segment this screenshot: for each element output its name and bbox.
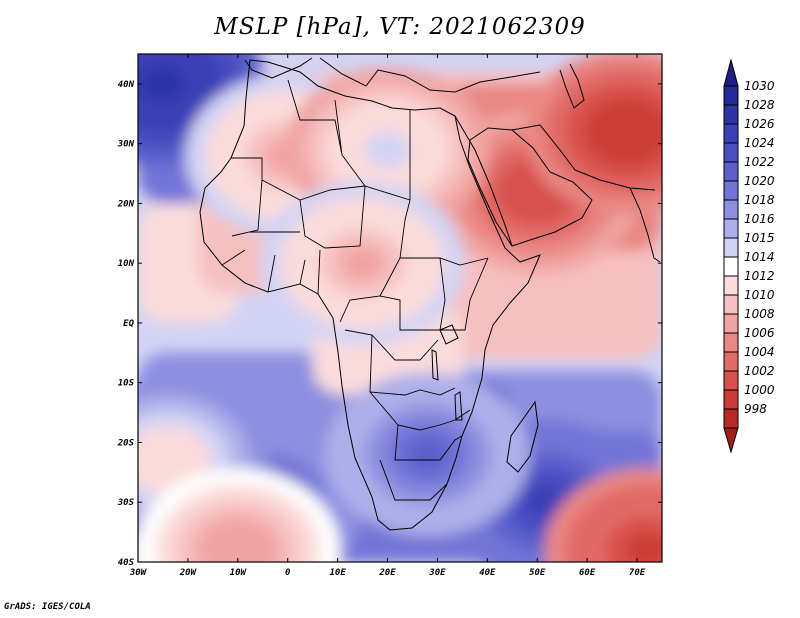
- lake-tanganyika: [431, 349, 439, 381]
- colorbar-label: 998: [744, 402, 767, 416]
- pressure-ring: [340, 245, 386, 282]
- colorbar-swatch: [723, 123, 739, 144]
- arabia-coastline: [467, 127, 593, 247]
- india-coastline: [629, 187, 661, 263]
- colorbar-swatch: [723, 332, 739, 353]
- colorbar-swatch: [723, 389, 739, 410]
- lon-tick-label: 20E: [378, 568, 396, 578]
- colorbar-label: 1018: [744, 193, 775, 207]
- colorbar-label: 1016: [744, 212, 775, 226]
- colorbar-swatch: [723, 256, 739, 277]
- pressure-ring: [365, 131, 411, 168]
- grads-credit: GrADS: IGES/COLA: [4, 602, 91, 612]
- pressure-field: [138, 54, 662, 562]
- lon-tick-label: 30W: [129, 568, 148, 578]
- map-title: MSLP [hPa], VT: 2021062309: [214, 14, 586, 40]
- colorbar-swatch: [723, 218, 739, 239]
- colorbar-swatch: [723, 199, 739, 220]
- lat-tick-label: 10S: [118, 379, 135, 389]
- lon-tick-label: 70E: [629, 568, 646, 578]
- pressure-ring: [624, 532, 662, 562]
- country-borders: [221, 79, 489, 501]
- colorbar-swatch: [723, 104, 739, 125]
- colorbar-swatch: [723, 85, 739, 106]
- lon-tick-label: 0: [285, 568, 291, 578]
- lat-tick-label: EQ: [123, 319, 134, 329]
- colorbar-swatch: [723, 275, 739, 296]
- lon-tick-label: 10W: [230, 568, 248, 578]
- colorbar-label: 1026: [744, 117, 775, 131]
- colorbar-label: 1020: [744, 174, 775, 188]
- lon-tick-label: 50E: [529, 568, 546, 578]
- lat-tick-label: 30S: [117, 498, 135, 508]
- colorbar-label: 1010: [744, 288, 775, 302]
- colorbar-label: 1015: [744, 231, 775, 245]
- pressure-ring: [404, 436, 450, 473]
- colorbar-label: 1006: [744, 326, 775, 340]
- colorbar-swatch: [723, 294, 739, 315]
- pressure-ring: [215, 532, 261, 562]
- lat-tick-label: 20S: [117, 438, 135, 448]
- lat-tick-label: 40N: [118, 80, 135, 90]
- lake-victoria: [439, 324, 459, 345]
- colorbar-label: 1014: [744, 250, 775, 264]
- lat-tick-label: 20N: [117, 199, 135, 209]
- colorbar-label: 1024: [744, 136, 775, 150]
- colorbar-swatch: [723, 142, 739, 163]
- colorbar-label: 1004: [744, 345, 775, 359]
- lat-tick-label: 10N: [118, 259, 135, 269]
- caspian-coastline: [559, 63, 585, 109]
- colorbar-label: 1000: [744, 383, 775, 397]
- lon-tick-label: 60E: [579, 568, 596, 578]
- colorbar-swatch: [723, 237, 739, 258]
- lat-tick-label: 40S: [118, 558, 135, 568]
- lon-tick-label: 30E: [428, 568, 446, 578]
- europe-coastline: [244, 57, 541, 93]
- coastlines-and-borders: [199, 57, 661, 531]
- colorbar: 1030 1028 1026 1024 1022 1020 1018 1016 1015 1014…: [723, 58, 775, 454]
- colorbar-top-arrow: [723, 58, 739, 87]
- pressure-contours: [138, 54, 662, 562]
- lon-tick-label: 10E: [329, 568, 346, 578]
- map-axes: 30W 20W 10W 0 10E 20E 30E 40E 50E 60E 70E 40N 30N 20N…: [117, 54, 662, 578]
- madagascar-coastline: [506, 400, 539, 473]
- pressure-ring: [145, 442, 191, 479]
- colorbar-label: 1012: [744, 269, 775, 283]
- africa-coastline: [199, 59, 541, 531]
- colorbar-swatch: [723, 351, 739, 372]
- colorbar-label: 1030: [744, 79, 775, 93]
- lake-malawi: [454, 391, 463, 421]
- red-sea-coast: [454, 115, 513, 247]
- lat-tick-label: 30N: [117, 140, 135, 150]
- pressure-ring: [604, 113, 650, 150]
- colorbar-swatch: [723, 370, 739, 391]
- colorbar-bottom-arrow: [723, 427, 739, 454]
- colorbar-swatch: [723, 313, 739, 334]
- colorbar-swatch: [723, 180, 739, 201]
- colorbar-swatch: [723, 161, 739, 182]
- lon-tick-label: 40E: [479, 568, 496, 578]
- lon-tick-label: 20W: [179, 568, 198, 578]
- colorbar-label: 1008: [744, 307, 775, 321]
- pressure-ring: [140, 65, 186, 102]
- colorbar-label: 1028: [744, 98, 775, 112]
- plot-frame: [137, 53, 663, 563]
- colorbar-swatch: [723, 408, 739, 429]
- colorbar-label: 1002: [744, 364, 775, 378]
- colorbar-label: 1022: [744, 155, 775, 169]
